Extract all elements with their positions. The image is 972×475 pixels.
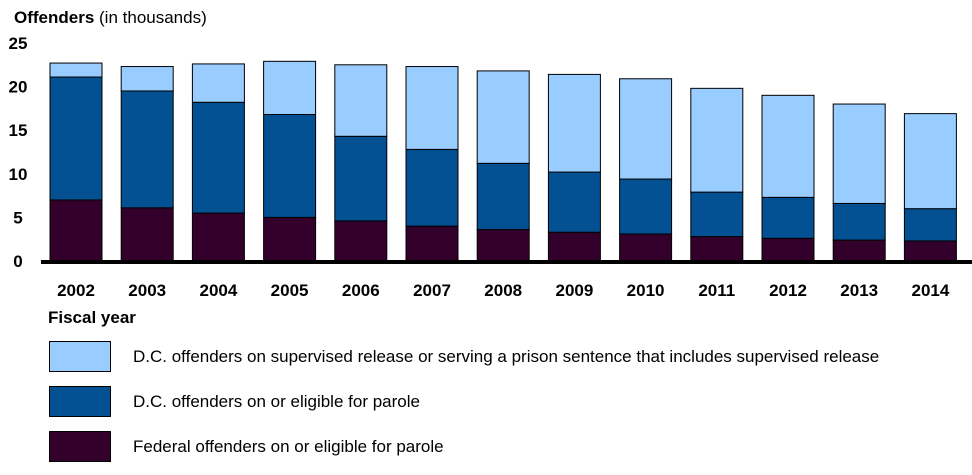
x-tick-label: 2004 — [199, 281, 237, 300]
x-tick-label: 2011 — [698, 281, 735, 300]
bar-dc_supervised-2003 — [120, 66, 174, 92]
bar-federal-2013 — [832, 239, 886, 262]
bar-federal-2004 — [191, 212, 245, 262]
legend-item-federal: Federal offenders on or eligible for par… — [49, 430, 879, 463]
bar-dc_parole-2009 — [547, 171, 601, 233]
legend-swatch-dc-parole — [49, 386, 111, 417]
bar-federal-2005 — [263, 216, 317, 262]
bar-dc_supervised-2013 — [832, 103, 886, 204]
stacked-bar-chart: 0 5 10 15 20 25 2002 2003 2004 2005 2006 2007 2008 20… — [9, 34, 972, 300]
x-tick-label: 2012 — [769, 281, 807, 300]
y-tick-label: 25 — [9, 34, 28, 53]
y-axis-label-bold: Offenders — [14, 8, 95, 27]
x-tick-label: 2008 — [484, 281, 522, 300]
bar-federal-2012 — [761, 237, 815, 262]
bar-dc_parole-2006 — [334, 135, 388, 222]
bar-dc_parole-2014 — [903, 208, 957, 242]
y-tick-label: 20 — [9, 78, 28, 97]
bar-dc_supervised-2006 — [334, 64, 388, 137]
x-tick-label: 2005 — [271, 281, 309, 300]
y-tick-label: 10 — [9, 165, 28, 184]
bar-dc_parole-2013 — [832, 202, 886, 241]
x-tick-label: 2007 — [413, 281, 451, 300]
bar-federal-2002 — [49, 199, 103, 262]
legend-item-dc-supervised: D.C. offenders on supervised release or … — [49, 340, 879, 373]
bar-dc_parole-2010 — [619, 178, 673, 235]
bar-federal-2008 — [476, 229, 530, 262]
bar-dc_parole-2004 — [191, 101, 245, 214]
bar-dc_parole-2008 — [476, 162, 530, 231]
legend-swatch-dc-supervised — [49, 341, 111, 372]
bar-dc_supervised-2005 — [263, 60, 317, 116]
y-axis-label: Offenders (in thousands) — [14, 8, 207, 28]
bar-dc_supervised-2009 — [547, 73, 601, 173]
y-tick-label: 0 — [13, 252, 22, 271]
y-tick-label: 15 — [9, 121, 28, 140]
bar-dc_parole-2005 — [263, 114, 317, 218]
bar-dc_parole-2002 — [49, 76, 103, 201]
x-tick-label: 2009 — [555, 281, 593, 300]
legend-label-federal: Federal offenders on or eligible for par… — [133, 436, 444, 456]
bar-dc_parole-2012 — [761, 196, 815, 239]
bar-dc_supervised-2007 — [405, 66, 459, 150]
bar-dc_supervised-2008 — [476, 70, 530, 164]
x-tick-label: 2003 — [128, 281, 166, 300]
bar-dc_supervised-2002 — [49, 62, 103, 78]
x-tick-label: 2006 — [342, 281, 380, 300]
bar-dc_supervised-2010 — [619, 78, 673, 180]
bar-federal-2006 — [334, 220, 388, 262]
x-axis-label: Fiscal year — [48, 308, 136, 327]
y-tick-label: 5 — [13, 208, 22, 227]
legend-swatch-federal — [49, 431, 111, 462]
bar-federal-2011 — [690, 236, 744, 262]
bar-federal-2003 — [120, 207, 174, 262]
legend-label-dc-parole: D.C. offenders on or eligible for parole — [133, 391, 420, 411]
bar-dc_supervised-2014 — [903, 113, 957, 210]
bar-federal-2014 — [903, 240, 957, 262]
x-tick-label: 2014 — [911, 281, 949, 300]
legend-label-dc-supervised: D.C. offenders on supervised release or … — [133, 346, 880, 366]
legend: D.C. offenders on supervised release or … — [49, 340, 879, 475]
bar-dc_supervised-2012 — [761, 94, 815, 198]
bar-dc_parole-2007 — [405, 148, 459, 227]
x-tick-label: 2013 — [840, 281, 878, 300]
x-tick-label: 2002 — [57, 281, 95, 300]
bar-federal-2010 — [619, 233, 673, 262]
bar-federal-2007 — [405, 225, 459, 262]
y-axis-label-unit: (in thousands) — [94, 8, 207, 27]
bar-federal-2009 — [547, 231, 601, 262]
legend-item-dc-parole: D.C. offenders on or eligible for parole — [49, 385, 879, 418]
bar-dc_parole-2003 — [120, 90, 174, 209]
bar-dc_supervised-2011 — [690, 87, 744, 193]
bar-dc_parole-2011 — [690, 191, 744, 238]
x-tick-label: 2010 — [627, 281, 665, 300]
bar-dc_supervised-2004 — [191, 63, 245, 103]
